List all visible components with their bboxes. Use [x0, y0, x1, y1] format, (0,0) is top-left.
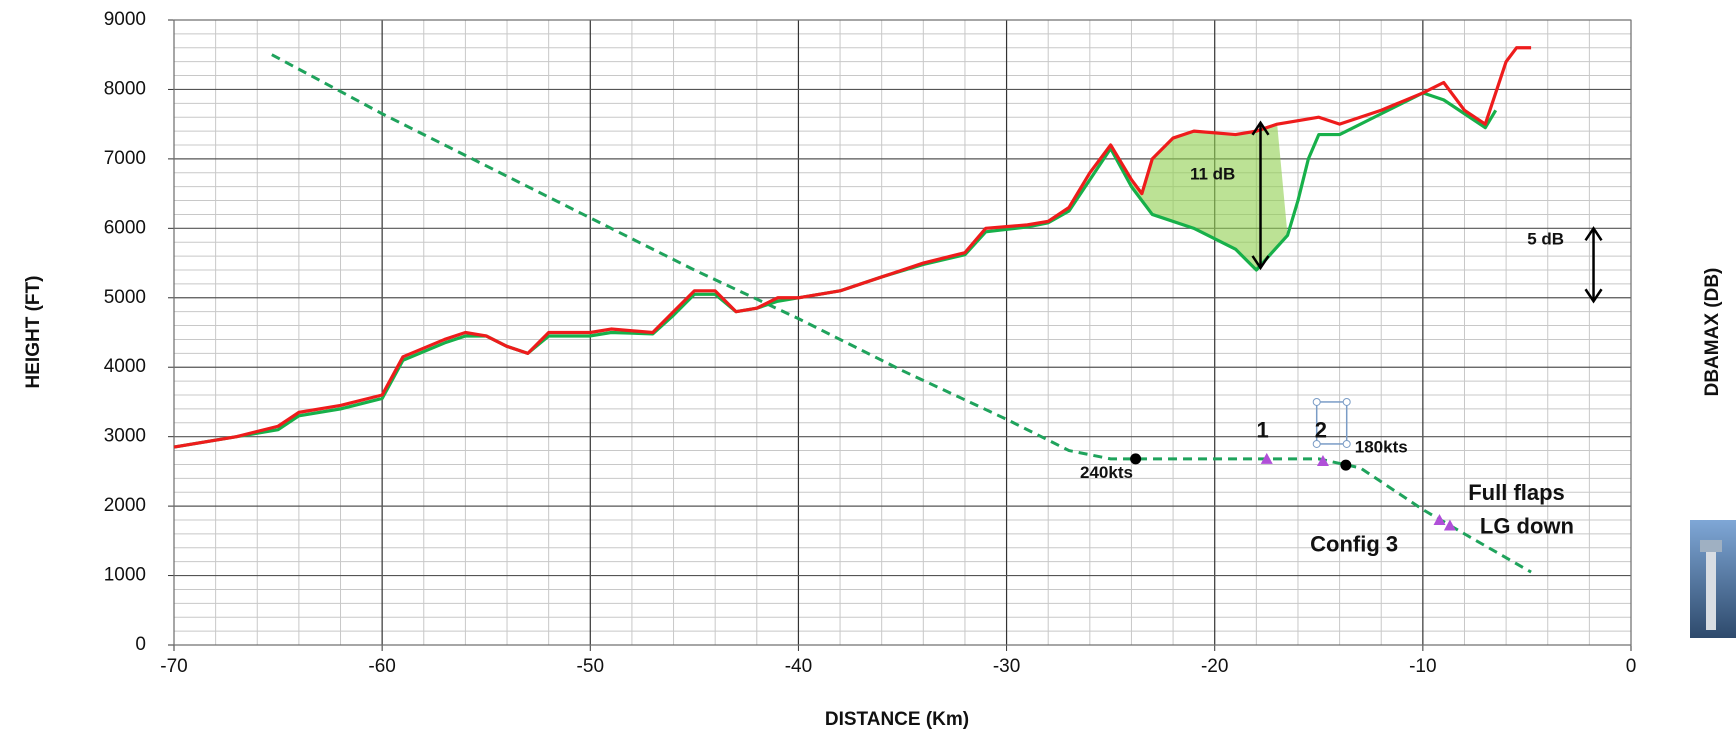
chart: DISTANCE (Km) HEIGHT (FT) DBAMAX (DB) -7… — [0, 0, 1736, 736]
difference-area — [1131, 124, 1287, 270]
x-tick-label: -60 — [368, 656, 395, 677]
selection-handle — [1343, 440, 1350, 447]
plot-frame — [174, 20, 1631, 645]
selection-handle — [1313, 398, 1320, 405]
y-tick-label: 0 — [135, 634, 146, 655]
x-tick-label: -50 — [577, 656, 604, 677]
x-tick-label: -30 — [993, 656, 1020, 677]
annotation: 11 dB — [1190, 164, 1235, 183]
x-tick-label: -10 — [1409, 656, 1436, 677]
y2-axis-label: DBAMAX (DB) — [1702, 268, 1723, 397]
annotation: Config 3 — [1310, 532, 1398, 557]
selection-handle — [1343, 398, 1350, 405]
y-tick-label: 4000 — [104, 356, 146, 377]
x-tick-label: -20 — [1201, 656, 1228, 677]
series-line — [174, 48, 1531, 447]
y-tick-label: 5000 — [104, 287, 146, 308]
x-axis-label: DISTANCE (Km) — [825, 709, 969, 730]
y-tick-label: 3000 — [104, 426, 146, 447]
annotation: LG down — [1480, 513, 1574, 538]
annotation: 180kts — [1355, 437, 1408, 456]
point — [1340, 460, 1351, 471]
thumbnail — [1690, 520, 1736, 638]
annotation: 2 — [1315, 418, 1327, 443]
y-tick-label: 9000 — [104, 9, 146, 30]
x-tick-label: 0 — [1626, 656, 1637, 677]
annotation: 240kts — [1080, 463, 1133, 482]
x-tick-label: -70 — [160, 656, 187, 677]
y-axis-label: HEIGHT (FT) — [23, 276, 44, 389]
annotation: 5 dB — [1527, 230, 1564, 249]
x-tick-label: -40 — [785, 656, 812, 677]
y-tick-label: 6000 — [104, 217, 146, 238]
y-tick-label: 1000 — [104, 565, 146, 586]
y-tick-label: 7000 — [104, 148, 146, 169]
annotation: Full flaps — [1468, 480, 1565, 505]
point — [1444, 520, 1456, 531]
point — [1317, 455, 1329, 466]
y-tick-label: 2000 — [104, 495, 146, 516]
annotation: 1 — [1256, 418, 1268, 443]
y-tick-label: 8000 — [104, 78, 146, 99]
